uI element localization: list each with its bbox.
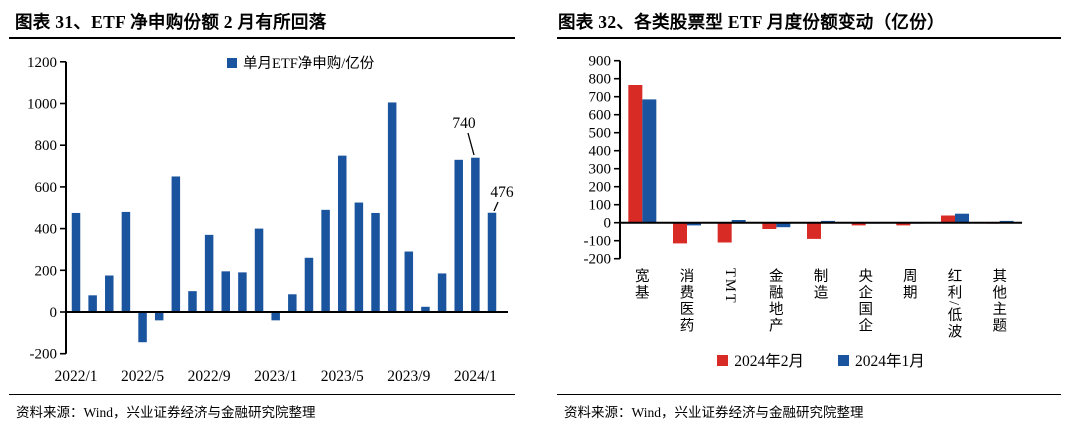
y-tick-label: 900 xyxy=(589,54,612,70)
figure-31-legend: 单月ETF净申购/亿份 xyxy=(227,52,374,73)
bar-feb-红利/低波 xyxy=(941,215,955,223)
source-text: 资料来源：Wind，兴业证券经济与金融研究院整理 xyxy=(16,405,316,420)
bar-jan-TMT xyxy=(731,220,746,223)
figure-32-source: 资料来源：Wind，兴业证券经济与金融研究院整理 xyxy=(557,394,1061,421)
x-tick-label: 2024/1 xyxy=(454,368,497,385)
legend-label-monthly-etf: 单月ETF净申购/亿份 xyxy=(243,56,375,72)
bar-2023/9 xyxy=(404,251,414,312)
bar-2022/5 xyxy=(138,312,147,343)
figure-31: 图表 31、ETF 净申购份额 2 月有所回落 -200 0 200 400 600 80… xyxy=(9,12,515,421)
bar-2023/10 xyxy=(421,306,430,312)
bar-feb-消费医药 xyxy=(673,222,687,244)
bar-2023/1 xyxy=(271,312,280,321)
legend-swatch-red xyxy=(717,354,729,366)
y-tick-label: -200 xyxy=(584,252,612,268)
bar-2022/8 xyxy=(188,291,197,312)
y-tick-label: 200 xyxy=(589,180,612,196)
bar-2022/1 xyxy=(71,212,81,312)
x-tick-label: 2022/1 xyxy=(54,368,97,385)
bar-feb-央企国企 xyxy=(851,222,866,226)
bar-2023/3 xyxy=(304,257,314,312)
bar-jan-宽基 xyxy=(642,99,657,223)
bar-2024/2 xyxy=(487,212,497,312)
bar-2024/1 xyxy=(471,157,480,312)
legend-item-2024-feb: 2024年2月 xyxy=(717,349,804,371)
y-tick-label: 500 xyxy=(589,126,612,142)
bar-2023/7 xyxy=(371,212,380,312)
bar-2023/4 xyxy=(321,209,330,312)
source-text: 资料来源：Wind，兴业证券经济与金融研究院整理 xyxy=(564,405,864,420)
annotation-leader-line xyxy=(467,132,475,156)
y-tick-label: 600 xyxy=(589,108,612,124)
bar-2023/8 xyxy=(387,102,397,313)
bar-2022/2 xyxy=(88,295,97,312)
legend-swatch-blue xyxy=(227,57,237,68)
bar-2022/12 xyxy=(254,228,264,312)
annotation-label: 476 xyxy=(490,184,514,201)
figure-32-title: 图表 32、各类股票型 ETF 月度份额变动（亿份） xyxy=(558,12,945,32)
bar-2023/5 xyxy=(337,155,347,313)
y-tick-label: 0 xyxy=(50,305,58,321)
figure-32: 图表 32、各类股票型 ETF 月度份额变动（亿份） -200 -100 0 100 2… xyxy=(540,0,1080,436)
y-tick-label: -200 xyxy=(30,347,58,363)
y-tick-label: 1000 xyxy=(27,97,57,113)
bar-jan-消费医药 xyxy=(687,222,701,226)
annotation-label: 740 xyxy=(452,115,476,132)
bar-feb-宽基 xyxy=(628,85,643,223)
legend-item-2024-jan: 2024年1月 xyxy=(838,349,925,371)
bar-2023/11 xyxy=(437,273,447,312)
y-tick-label: 700 xyxy=(589,90,612,106)
bar-2022/10 xyxy=(221,271,231,312)
bar-2023/12 xyxy=(454,159,463,312)
legend-label-2024-feb: 2024年2月 xyxy=(734,353,804,370)
x-tick-label: 2023/1 xyxy=(254,368,297,385)
y-tick-label: 400 xyxy=(35,222,58,238)
bar-feb-周期 xyxy=(896,222,911,226)
y-tick-label: 0 xyxy=(604,216,612,232)
y-tick-label: 800 xyxy=(35,138,58,154)
y-tick-label: 100 xyxy=(589,198,612,214)
bar-2022/9 xyxy=(204,234,214,312)
bar-feb-制造 xyxy=(807,222,821,239)
figure-31-source: 资料来源：Wind，兴业证券经济与金融研究院整理 xyxy=(9,394,515,421)
x-tick-label: 2022/5 xyxy=(121,368,164,385)
annotation-leader-line xyxy=(493,201,499,212)
bar-2022/7 xyxy=(171,176,181,312)
bar-2022/4 xyxy=(121,211,131,312)
bar-2022/11 xyxy=(238,272,247,312)
etf-category-share-change-chart: -200 -100 0 100 200 300 400 500 600 700 800 900 xyxy=(584,54,1022,268)
y-tick-label: -100 xyxy=(584,234,612,250)
bar-2023/2 xyxy=(288,294,297,312)
figure-31-title-divider xyxy=(9,37,515,39)
bar-feb-金融地产 xyxy=(762,222,777,229)
bar-jan-红利/低波 xyxy=(955,213,969,223)
y-tick-label: 300 xyxy=(589,162,612,178)
y-tick-label: 1200 xyxy=(27,55,57,71)
bar-feb-TMT xyxy=(717,222,732,243)
y-tick-label: 800 xyxy=(589,72,612,88)
bar-2022/6 xyxy=(154,312,164,321)
figure-31-title: 图表 31、ETF 净申购份额 2 月有所回落 xyxy=(15,12,327,32)
y-tick-label: 400 xyxy=(589,144,612,160)
y-tick-label: 200 xyxy=(35,263,58,279)
figure-32-legend: 2024年2月 2024年1月 xyxy=(620,349,1022,371)
bar-2022/3 xyxy=(105,275,114,312)
y-tick-label: 600 xyxy=(35,180,58,196)
legend-label-2024-jan: 2024年1月 xyxy=(855,353,925,370)
bar-jan-金融地产 xyxy=(776,222,791,228)
x-tick-label: 2023/9 xyxy=(387,368,430,385)
bar-2023/6 xyxy=(354,202,364,312)
legend-swatch-blue xyxy=(838,354,849,366)
etf-monthly-net-subscription-chart: -200 0 200 400 600 800 1000 1200 2022/1 2022/5 202… xyxy=(27,55,514,385)
x-tick-label: 2022/9 xyxy=(188,368,231,385)
figure-32-title-divider xyxy=(557,37,1061,39)
x-tick-label: 2023/5 xyxy=(321,368,364,385)
